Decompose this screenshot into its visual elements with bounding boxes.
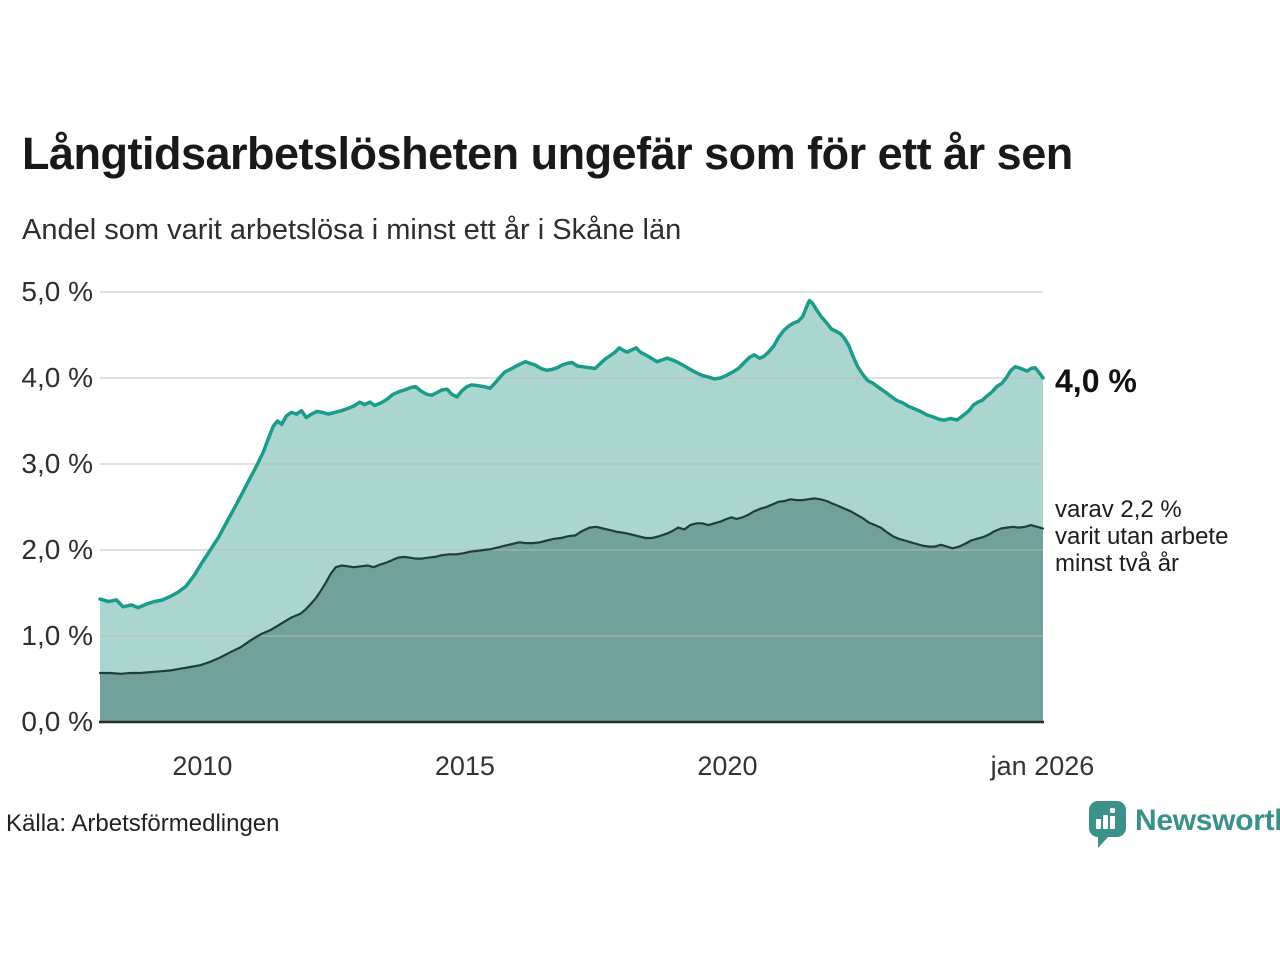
y-tick-label: 2,0 % [21,534,93,565]
page-title: Långtidsarbetslösheten ungefär som för e… [22,128,1073,179]
y-tick-label: 5,0 % [21,276,93,307]
line-0 [98,298,1045,610]
subset-label-line-2: varit utan arbete [1055,523,1229,550]
series-subset-end-label: varav 2,2 % varit utan arbete minst två … [1055,496,1228,577]
y-tick-label: 0,0 % [21,706,93,737]
line-1 [98,497,1045,675]
y-tick-label: 3,0 % [21,448,93,479]
source-attribution: Källa: Arbetsförmedlingen [6,810,280,837]
x-tick-label: 2015 [434,751,495,781]
subset-label-line-3: minst två år [1055,550,1180,577]
newsworthy-icon [1089,801,1126,848]
chart-subtitle: Andel som varit arbetslösa i minst ett å… [22,214,682,246]
newsworthy-logo: Newsworthy [1088,801,1280,848]
x-tick-label: jan 2026 [990,751,1095,781]
area-1 [100,498,1043,722]
x-tick-label: 2010 [172,751,233,781]
newsworthy-wordmark: Newsworthy [1135,804,1280,837]
subset-label-line-1: varav 2,2 % [1055,496,1182,523]
y-tick-label: 4,0 % [21,362,93,393]
series-total-end-label: 4,0 % [1055,363,1137,399]
y-tick-label: 1,0 % [21,620,93,651]
x-tick-label: 2020 [697,751,758,781]
